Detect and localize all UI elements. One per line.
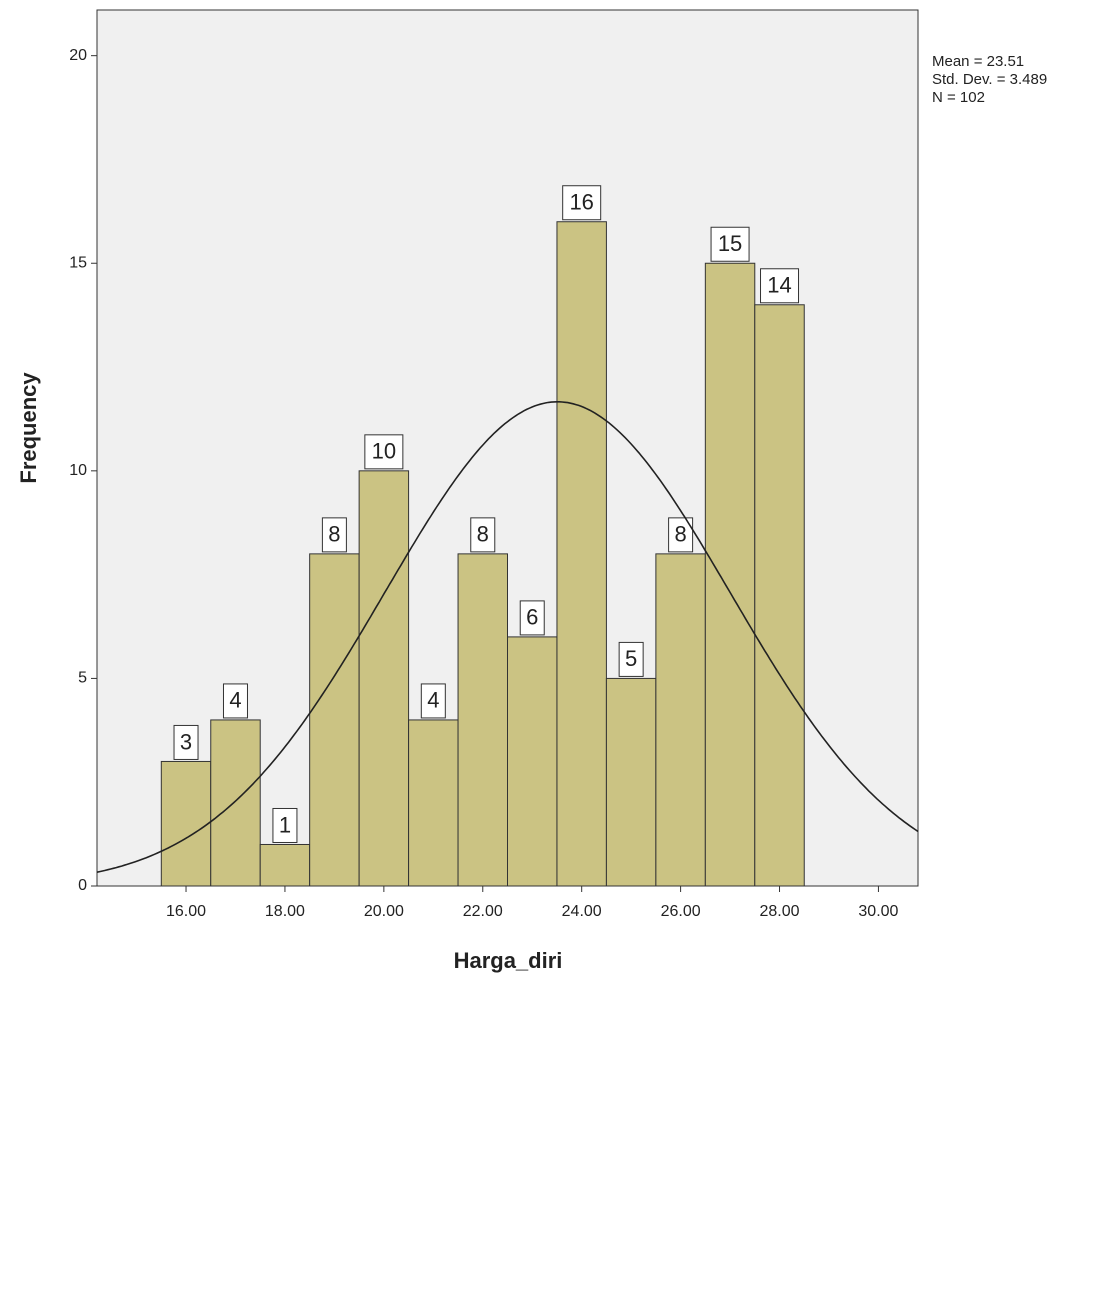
value-label: 8 xyxy=(674,522,686,547)
bar xyxy=(408,719,459,887)
x-tick-label: 26.00 xyxy=(661,903,701,920)
value-label-box xyxy=(321,517,347,553)
value-label: 15 xyxy=(718,231,742,256)
value-label-box xyxy=(562,185,602,221)
value-label-box xyxy=(420,683,446,719)
stat-n: N = 102 xyxy=(932,89,985,106)
value-label: 10 xyxy=(372,439,396,464)
value-label: 14 xyxy=(767,273,791,298)
value-label: 4 xyxy=(229,688,241,713)
stat-sd: Std. Dev. = 3.489 xyxy=(932,71,1047,88)
bar xyxy=(210,719,261,887)
y-tick-label: 10 xyxy=(69,462,87,479)
bar xyxy=(754,304,805,887)
bar xyxy=(507,636,558,887)
value-label-box xyxy=(519,600,545,636)
value-label-box xyxy=(272,807,298,843)
value-label: 8 xyxy=(328,522,340,547)
x-tick-label: 30.00 xyxy=(858,903,898,920)
value-label-box xyxy=(173,724,199,760)
value-label-box xyxy=(222,683,248,719)
bar xyxy=(556,221,607,887)
value-label: 4 xyxy=(427,688,439,713)
value-label: 3 xyxy=(180,729,192,754)
x-tick-label: 18.00 xyxy=(265,903,305,920)
x-tick-label: 22.00 xyxy=(463,903,503,920)
x-tick-label: 20.00 xyxy=(364,903,404,920)
bar xyxy=(605,677,657,887)
normal-curve xyxy=(96,401,919,873)
bar xyxy=(309,553,360,887)
y-tick-label: 0 xyxy=(78,877,87,894)
stat-mean: Mean = 23.51 xyxy=(932,53,1024,70)
value-label-box xyxy=(470,517,496,553)
x-tick-label: 28.00 xyxy=(759,903,799,920)
value-label: 1 xyxy=(279,812,291,837)
value-label: 6 xyxy=(526,605,538,630)
bar xyxy=(358,470,410,887)
value-label-box xyxy=(364,434,404,470)
x-axis-title: Harga_diri xyxy=(454,948,563,973)
value-label: 8 xyxy=(477,522,489,547)
bar xyxy=(259,843,311,887)
y-tick-label: 5 xyxy=(78,670,87,687)
x-tick-label: 24.00 xyxy=(562,903,602,920)
bar xyxy=(160,760,212,887)
y-tick-label: 15 xyxy=(69,254,87,271)
y-tick-label: 20 xyxy=(69,47,87,64)
bar xyxy=(457,553,509,887)
x-tick-label: 16.00 xyxy=(166,903,206,920)
value-label-box xyxy=(760,268,800,304)
value-label-box xyxy=(618,641,644,677)
value-label: 16 xyxy=(569,190,593,215)
value-label: 5 xyxy=(625,646,637,671)
y-axis-title: Frequency xyxy=(16,372,41,484)
bar xyxy=(655,553,706,887)
value-label-box xyxy=(710,226,750,262)
bar xyxy=(704,262,756,887)
